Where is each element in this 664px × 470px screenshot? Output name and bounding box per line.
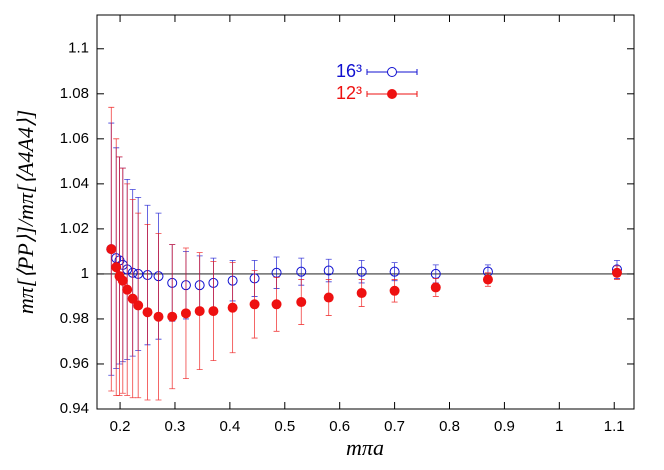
y-tick-label: 1.04 — [60, 175, 89, 192]
x-tick-label: 0.5 — [274, 418, 295, 435]
legend-label: 12³ — [336, 83, 362, 103]
data-point — [356, 288, 367, 299]
y-axis-title: mπ[⟨PP⟩]/mπ[⟨A4A4⟩] — [13, 110, 38, 314]
data-point — [194, 306, 205, 317]
x-tick-label: 0.6 — [329, 418, 350, 435]
data-point — [296, 266, 307, 277]
x-tick-label: 0.7 — [384, 418, 405, 435]
error-bar — [325, 258, 332, 283]
data-point — [389, 266, 400, 277]
data-point — [249, 299, 260, 310]
data-point — [611, 267, 622, 278]
x-tick-label: 1.1 — [604, 418, 625, 435]
x-tick-label: 1 — [555, 418, 563, 435]
data-point — [482, 274, 493, 285]
data-point — [153, 311, 164, 322]
y-tick-label: 0.98 — [60, 310, 89, 327]
data-point — [323, 265, 334, 276]
data-point — [122, 284, 133, 295]
x-tick-label: 0.3 — [165, 418, 186, 435]
legend-marker — [387, 67, 397, 77]
data-point — [389, 285, 400, 296]
y-tick-label: 0.94 — [60, 400, 89, 417]
data-point — [271, 299, 282, 310]
x-tick-label: 0.2 — [110, 418, 131, 435]
legend-marker — [387, 89, 397, 99]
data-point — [323, 292, 334, 303]
y-tick-label: 1.02 — [60, 220, 89, 237]
error-bar — [391, 262, 398, 282]
data-point — [142, 307, 153, 318]
y-tick-label: 1 — [81, 265, 89, 282]
y-tick-label: 1.1 — [68, 40, 89, 57]
data-point — [296, 297, 307, 308]
x-tick-label: 0.4 — [219, 418, 240, 435]
x-tick-label: 0.9 — [494, 418, 515, 435]
data-point — [356, 266, 367, 277]
data-point — [167, 311, 178, 322]
data-point — [208, 306, 219, 317]
x-tick-label: 0.8 — [439, 418, 460, 435]
data-point — [133, 300, 144, 311]
data-point — [106, 244, 117, 255]
y-tick-label: 1.06 — [60, 130, 89, 147]
data-point — [430, 282, 441, 293]
legend-label: 16³ — [336, 61, 362, 81]
plot-frame — [96, 14, 635, 410]
data-point — [227, 302, 238, 313]
data-point — [111, 262, 122, 273]
data-point — [117, 275, 128, 286]
data-point — [180, 308, 191, 319]
y-tick-label: 1.08 — [60, 85, 89, 102]
x-axis-title: mπa — [346, 435, 384, 460]
y-tick-label: 0.96 — [60, 355, 89, 372]
data-point — [127, 293, 138, 304]
